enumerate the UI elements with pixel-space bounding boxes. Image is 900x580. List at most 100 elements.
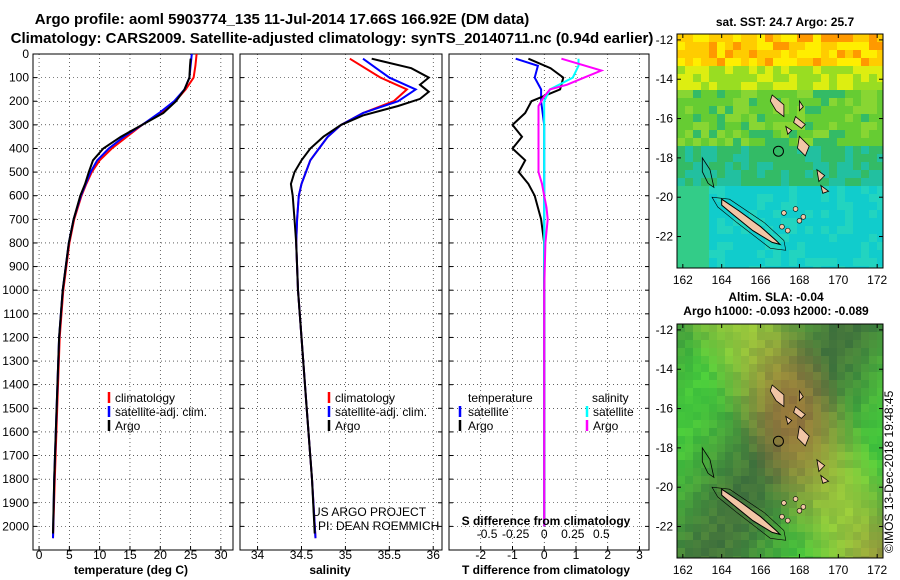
field-cell	[845, 420, 853, 428]
field-cell	[717, 130, 725, 138]
field-cell	[845, 34, 853, 42]
field-cell	[765, 202, 773, 210]
field-cell	[701, 218, 709, 226]
difference-axes-frame	[449, 54, 649, 550]
field-cell	[877, 186, 885, 194]
y-tick-label: 1700	[2, 449, 29, 463]
field-cell	[853, 66, 861, 74]
field-cell	[797, 348, 805, 356]
field-cell	[869, 364, 877, 372]
field-cell	[709, 194, 717, 202]
field-cell	[717, 324, 725, 332]
field-cell	[749, 130, 757, 138]
field-cell	[773, 250, 781, 258]
field-cell	[685, 210, 693, 218]
field-cell	[709, 404, 717, 412]
salinity-axes-frame	[240, 54, 442, 550]
field-cell	[741, 348, 749, 356]
field-cell	[781, 380, 789, 388]
legend-argo-label: Argo	[115, 419, 141, 433]
field-cell	[717, 258, 725, 266]
field-cell	[837, 492, 845, 500]
field-cell	[853, 114, 861, 122]
loyalty-island	[781, 501, 786, 506]
field-cell	[701, 548, 709, 556]
field-cell	[685, 340, 693, 348]
field-cell	[693, 226, 701, 234]
field-cell	[685, 324, 693, 332]
field-cell	[869, 210, 877, 218]
field-cell	[677, 34, 685, 42]
field-cell	[805, 42, 813, 50]
field-cell	[813, 154, 821, 162]
field-cell	[773, 404, 781, 412]
field-cell	[733, 452, 741, 460]
field-cell	[861, 226, 869, 234]
field-cell	[821, 226, 829, 234]
field-cell	[717, 162, 725, 170]
field-cell	[685, 58, 693, 66]
field-cell	[677, 138, 685, 146]
field-cell	[805, 508, 813, 516]
field-cell	[805, 210, 813, 218]
field-cell	[789, 42, 797, 50]
field-cell	[765, 250, 773, 258]
field-cell	[829, 476, 837, 484]
field-cell	[749, 396, 757, 404]
field-cell	[845, 98, 853, 106]
field-cell	[709, 130, 717, 138]
x-tick-label: 34.5	[290, 548, 314, 562]
field-cell	[765, 340, 773, 348]
field-cell	[877, 146, 885, 154]
field-cell	[733, 516, 741, 524]
field-cell	[877, 356, 885, 364]
field-cell	[845, 364, 853, 372]
field-cell	[685, 428, 693, 436]
field-cell	[829, 340, 837, 348]
field-cell	[693, 186, 701, 194]
field-cell	[701, 234, 709, 242]
series-line-satellite-adj-clim-	[296, 59, 416, 539]
field-cell	[773, 548, 781, 556]
field-cell	[717, 500, 725, 508]
field-cell	[821, 500, 829, 508]
field-cell	[869, 428, 877, 436]
field-cell	[733, 242, 741, 250]
field-cell	[781, 258, 789, 266]
field-cell	[869, 130, 877, 138]
field-cell	[773, 412, 781, 420]
field-cell	[693, 34, 701, 42]
field-cell	[877, 34, 885, 42]
field-cell	[805, 364, 813, 372]
field-cell	[821, 452, 829, 460]
field-cell	[709, 162, 717, 170]
field-cell	[781, 202, 789, 210]
field-cell	[741, 372, 749, 380]
field-cell	[813, 98, 821, 106]
field-cell	[757, 444, 765, 452]
field-cell	[861, 436, 869, 444]
field-cell	[677, 210, 685, 218]
field-cell	[797, 58, 805, 66]
field-cell	[685, 332, 693, 340]
field-cell	[741, 548, 749, 556]
field-cell	[685, 524, 693, 532]
field-cell	[717, 540, 725, 548]
field-cell	[869, 460, 877, 468]
field-cell	[701, 34, 709, 42]
field-cell	[725, 396, 733, 404]
field-cell	[853, 492, 861, 500]
field-cell	[701, 146, 709, 154]
field-cell	[805, 98, 813, 106]
field-cell	[853, 130, 861, 138]
field-cell	[717, 420, 725, 428]
field-cell	[701, 114, 709, 122]
field-cell	[693, 548, 701, 556]
field-cell	[845, 82, 853, 90]
field-cell	[725, 162, 733, 170]
field-cell	[829, 532, 837, 540]
field-cell	[757, 210, 765, 218]
field-cell	[797, 468, 805, 476]
field-cell	[845, 50, 853, 58]
field-cell	[693, 420, 701, 428]
